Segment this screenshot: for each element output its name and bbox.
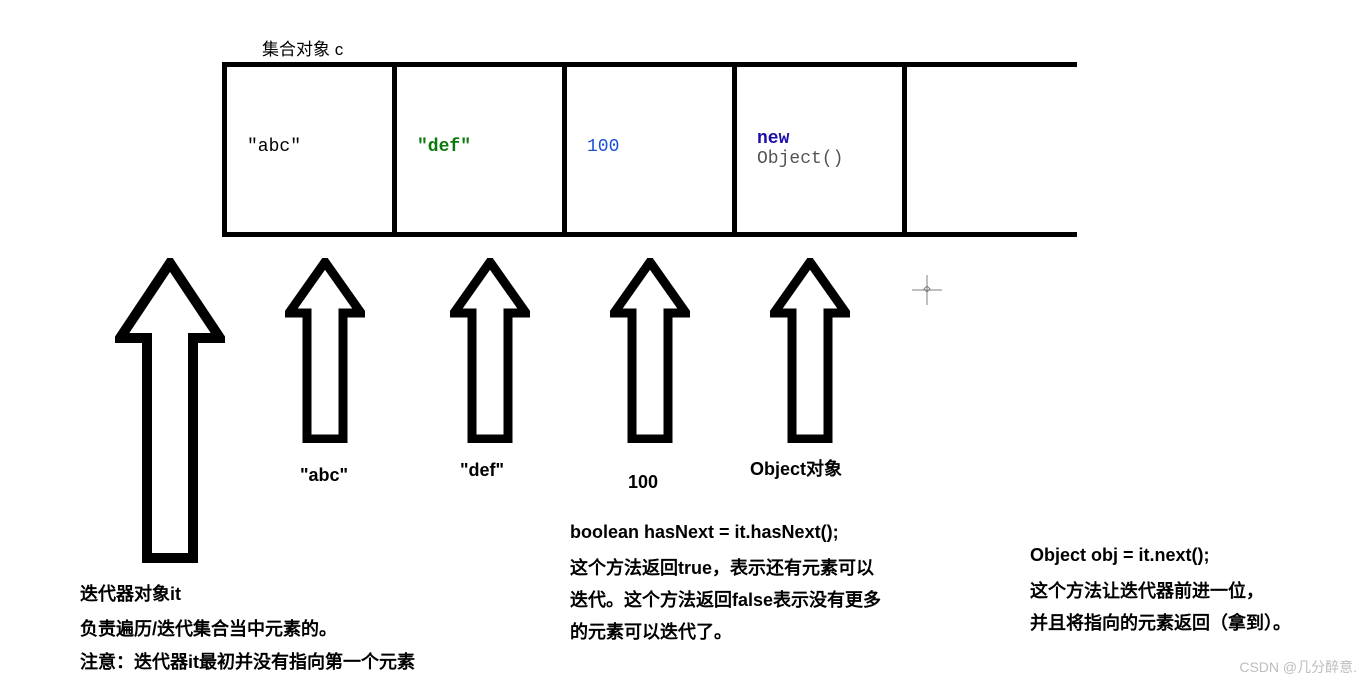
hasnext-line-3: 迭代。这个方法返回false表示没有更多 [570,586,881,612]
iterator-line-2: 注意：迭代器it最初并没有指向第一个元素 [80,648,415,674]
cell-3: new Object() [732,62,907,237]
next-line-1: Object obj = it.next(); [1030,545,1210,566]
crosshair-icon [912,275,942,305]
arrow-1-icon [450,258,530,443]
arrow-3-icon [770,258,850,443]
cell-4 [902,62,1077,237]
next-line-3: 并且将指向的元素返回（拿到）。 [1030,609,1291,635]
hasnext-line-1: boolean hasNext = it.hasNext(); [570,522,839,543]
cell-0: "abc" [222,62,397,237]
iterator-title: 迭代器对象it [80,580,181,606]
collection-title: 集合对象 c [262,35,343,60]
arrow-0-icon [285,258,365,443]
cell-2: 100 [562,62,737,237]
next-line-2: 这个方法让迭代器前进一位， [1030,577,1264,603]
cell-1: "def" [392,62,567,237]
cell-0-value: "abc" [227,137,392,157]
arrow-1-caption: "def" [460,460,504,481]
arrow-3-caption: Object对象 [750,455,842,481]
iterator-line-1: 负责遍历/迭代集合当中元素的。 [80,615,337,641]
iterator-arrow-icon [115,258,225,563]
cell-1-value: "def" [397,137,562,157]
cell-2-value: 100 [567,137,732,157]
watermark: CSDN @几分醉意. [1239,657,1357,677]
diagram-stage: 集合对象 c "abc" "def" 100 new Object() "abc… [0,0,1369,683]
arrow-0-caption: "abc" [300,465,348,486]
cell-3-value: new Object() [737,129,902,169]
arrow-2-icon [610,258,690,443]
arrow-2-caption: 100 [628,472,658,493]
hasnext-line-2: 这个方法返回true，表示还有元素可以 [570,554,874,580]
hasnext-line-4: 的元素可以迭代了。 [570,618,732,644]
